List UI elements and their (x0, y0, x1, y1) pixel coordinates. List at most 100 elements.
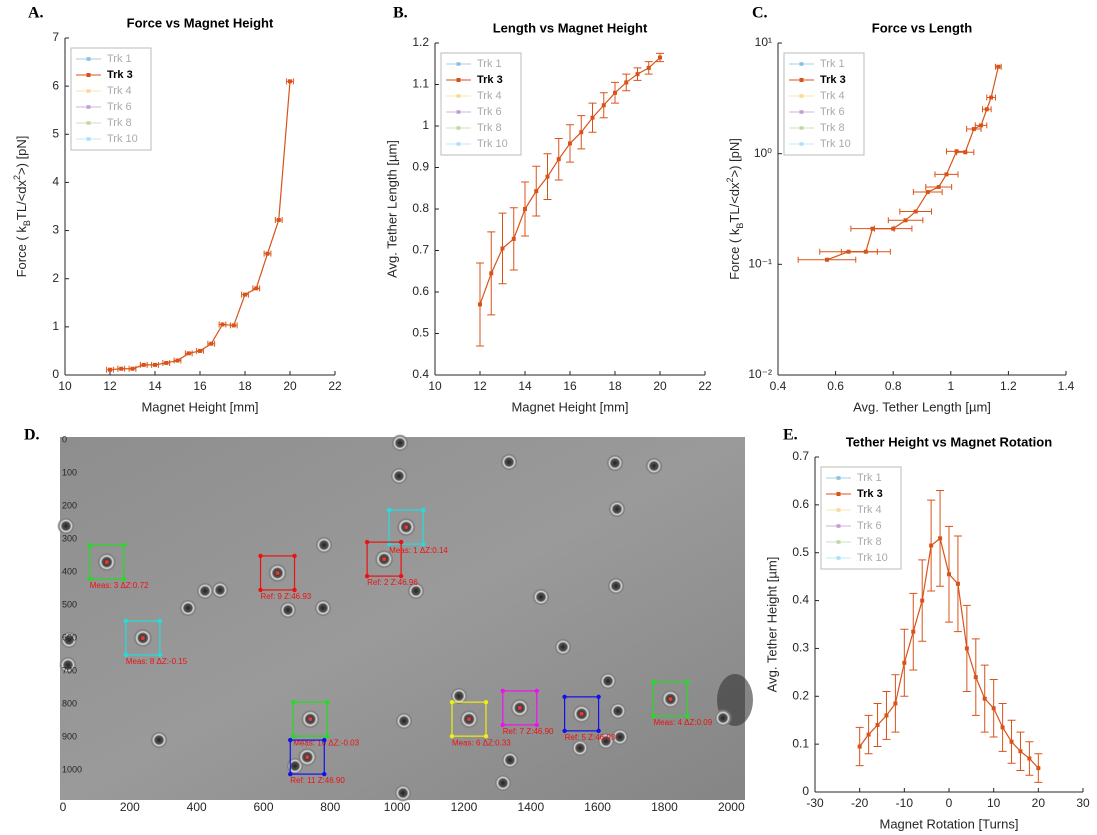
y-tick-label: 800 (62, 698, 77, 708)
data-point (982, 696, 987, 701)
data-point (973, 675, 978, 680)
legend-label: Trk 4 (477, 90, 502, 102)
bead (314, 599, 332, 617)
x-tick-label: 0.4 (770, 379, 787, 393)
y-axis-label-part: >) [pN] (14, 136, 29, 175)
data-point (891, 226, 896, 231)
x-tick-label: 0.6 (827, 379, 844, 393)
y-tick-label: 0.9 (412, 160, 429, 174)
y-tick-label: 0.7 (412, 243, 429, 257)
data-point (658, 55, 662, 60)
marker-corner (291, 699, 296, 705)
marker-corner (534, 688, 539, 694)
data-point (920, 598, 925, 603)
x-axis-label: Magnet Rotation [Turns] (880, 816, 1019, 831)
bead (60, 631, 78, 649)
marker-center (308, 717, 313, 722)
data-point (991, 706, 996, 711)
marker-corner (87, 542, 92, 548)
marker-label: Meas: 4 ΔZ:0.09 (653, 718, 712, 727)
x-tick-label: 800 (320, 800, 340, 814)
y-tick-label: 100 (62, 467, 77, 477)
data-point (954, 149, 959, 154)
bead (532, 588, 550, 606)
bead (714, 709, 732, 727)
bead (57, 517, 75, 535)
marker-corner (596, 694, 601, 700)
x-tick-label: 1200 (451, 800, 478, 814)
legend-swatch (799, 62, 804, 66)
legend-swatch (86, 105, 91, 109)
panel-label: E. (783, 427, 798, 444)
x-tick-label: 200 (120, 800, 140, 814)
data-point (996, 64, 1001, 69)
marker-corner (292, 587, 297, 593)
data-point (893, 701, 898, 706)
marker-label: Ref: 5 Z:46.93 (565, 733, 616, 742)
x-tick-label: 18 (238, 379, 252, 393)
legend-label: Trk 4 (820, 90, 845, 102)
y-tick-label: 0.6 (412, 284, 429, 298)
x-tick-label: 16 (193, 379, 207, 393)
data-point (198, 348, 202, 353)
x-tick-label: 1000 (384, 800, 411, 814)
y-tick-label: 0.4 (792, 593, 809, 607)
x-tick-label: 30 (1076, 796, 1090, 810)
legend-label: Trk 10 (477, 138, 508, 150)
marker-corner (449, 733, 455, 739)
y-tick-label: 10⁻¹ (748, 257, 772, 271)
x-tick-label: 14 (518, 379, 532, 393)
chart-title: Tether Height vs Magnet Rotation (846, 434, 1052, 449)
y-axis-label-part: B (22, 220, 32, 226)
marker-corner (398, 539, 404, 545)
data-point (1027, 756, 1032, 761)
chart-title: Force vs Magnet Height (127, 15, 274, 30)
x-tick-label: 1400 (517, 800, 544, 814)
bead (597, 732, 615, 750)
chart-title: Length vs Magnet Height (493, 20, 648, 35)
x-tick-label: 10 (987, 796, 1001, 810)
data-point (884, 713, 889, 718)
legend-label: Trk 1 (820, 58, 845, 70)
marker-box (451, 701, 487, 737)
x-tick-label: -10 (896, 796, 914, 810)
data-point (1018, 749, 1023, 754)
legend-swatch (456, 62, 461, 66)
x-tick-label: -30 (806, 796, 824, 810)
legend-swatch (456, 142, 461, 146)
x-tick-label: -20 (851, 796, 869, 810)
legend-swatch (836, 476, 841, 480)
marker-center (140, 635, 145, 640)
marker-box (366, 541, 402, 577)
data-point (624, 80, 629, 85)
data-point (846, 249, 851, 254)
legend-label: Trk 10 (857, 552, 888, 564)
marker-corner (483, 733, 489, 739)
marker-corner (685, 713, 690, 719)
data-point (963, 150, 968, 155)
data-point (984, 107, 989, 112)
bead (494, 774, 512, 792)
marker-box (259, 555, 296, 591)
marker-label: Meas: 6 ΔZ:0.33 (452, 738, 511, 747)
bead (196, 582, 214, 600)
x-tick-label: 400 (187, 800, 207, 814)
legend-label: Trk 4 (857, 504, 882, 516)
marker-corner (322, 737, 327, 743)
panel-label: C. (752, 5, 768, 22)
data-point (590, 115, 595, 120)
bead (391, 434, 409, 452)
data-point (857, 744, 862, 749)
x-axis-label: Magnet Height [mm] (511, 399, 628, 414)
marker-corner (364, 539, 370, 545)
legend-swatch (456, 110, 461, 114)
marker-corner (325, 733, 330, 739)
legend-label: Trk 4 (107, 85, 132, 97)
y-tick-label: 500 (62, 599, 77, 609)
data-point (646, 65, 651, 70)
y-tick-label: 0.8 (412, 201, 429, 215)
x-tick-label: 18 (608, 379, 622, 393)
legend-swatch (86, 57, 91, 61)
y-axis-label: Force ( kBTL/<dx2>) [pN] (725, 138, 745, 280)
